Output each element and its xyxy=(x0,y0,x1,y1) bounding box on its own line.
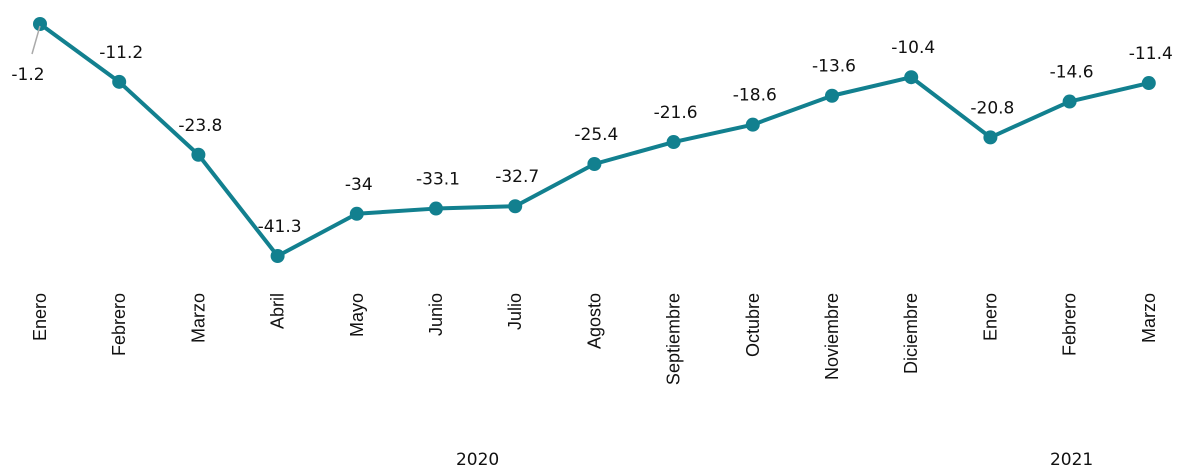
point xyxy=(429,201,443,216)
point xyxy=(270,249,285,263)
x-tick-label: Agosto xyxy=(584,293,604,349)
point xyxy=(33,17,47,31)
x-tick-label: Marzo xyxy=(1139,293,1159,343)
point xyxy=(904,70,919,85)
data-label: -13.6 xyxy=(812,57,856,77)
x-tick-label: Junio xyxy=(426,293,446,336)
x-tick-label: Noviembre xyxy=(822,293,842,380)
data-label: -10.4 xyxy=(891,38,935,58)
group-label: 2020 xyxy=(456,450,499,470)
data-label: -1.2 xyxy=(11,65,44,85)
x-tick-label: Octubre xyxy=(743,293,763,357)
data-label: -34 xyxy=(345,175,373,195)
group-label: 2021 xyxy=(1050,450,1093,470)
data-label: -32.7 xyxy=(495,167,539,187)
x-tick-label: Febrero xyxy=(109,293,129,356)
point xyxy=(1062,94,1077,109)
point xyxy=(745,117,760,132)
data-label: -25.4 xyxy=(574,125,618,145)
data-label: -18.6 xyxy=(733,86,777,106)
data-label: -21.6 xyxy=(654,103,698,123)
data-label: -33.1 xyxy=(416,170,460,190)
leader-line xyxy=(31,25,41,55)
x-tick-label: Mayo xyxy=(347,293,367,337)
x-tick-label: Julio xyxy=(505,293,525,330)
data-label: -41.3 xyxy=(258,217,302,237)
x-tick-label: Enero xyxy=(30,293,50,341)
x-tick-label: Diciembre xyxy=(901,293,921,374)
x-tick-label: Febrero xyxy=(1060,293,1080,356)
data-label: -11.2 xyxy=(99,43,143,63)
data-label: -23.8 xyxy=(178,116,222,136)
point xyxy=(825,88,839,103)
point xyxy=(587,157,602,172)
x-tick-label: Abril xyxy=(268,293,288,329)
data-label: -14.6 xyxy=(1050,63,1094,83)
point xyxy=(508,199,523,214)
point xyxy=(983,130,998,145)
point xyxy=(112,74,127,89)
point xyxy=(666,135,681,150)
point xyxy=(1141,76,1156,91)
x-tick-label: Septiembre xyxy=(664,293,684,385)
point xyxy=(349,206,364,221)
x-tick-label: Enero xyxy=(980,293,1000,341)
data-label: -11.4 xyxy=(1129,44,1173,64)
x-tick-label: Marzo xyxy=(188,293,208,343)
data-label: -20.8 xyxy=(970,98,1014,118)
point xyxy=(191,147,206,162)
